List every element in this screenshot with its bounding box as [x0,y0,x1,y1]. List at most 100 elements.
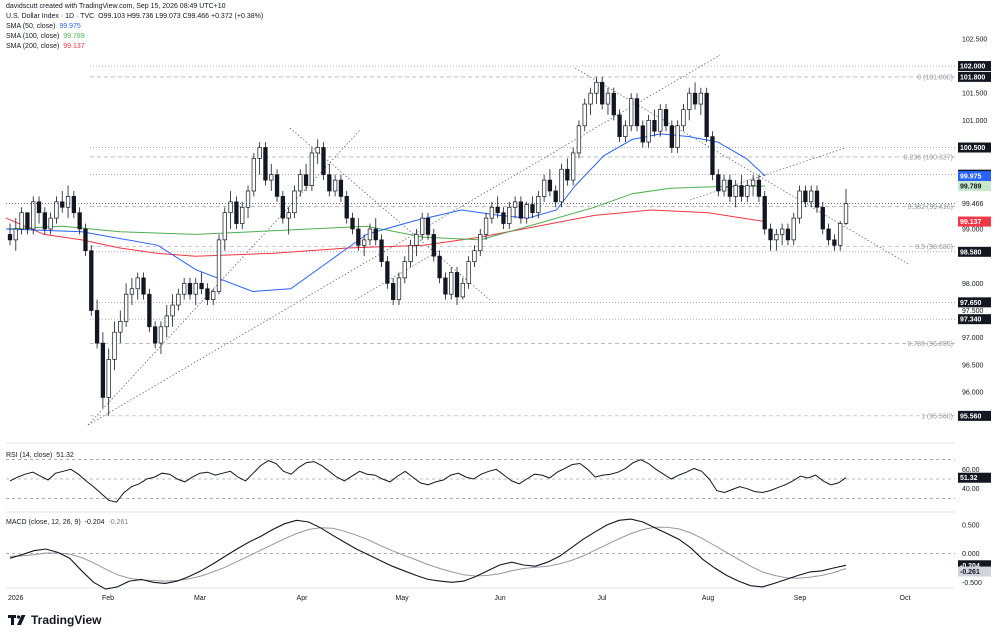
candle-body-42 [251,158,256,192]
candle-body-91 [536,196,541,214]
rsi-last-tag-label: 51.32 [960,475,978,482]
candle-body-16 [100,342,106,398]
candle-body-118 [692,92,698,105]
time-label-2: Mar [194,595,207,602]
candle-body-100 [588,92,593,105]
candle-body-37 [222,212,227,241]
candle-body-88 [518,201,524,219]
candle-body-81 [478,234,483,252]
candle-body-31 [187,282,193,295]
candle-body-27 [164,315,169,328]
candle-body-50 [298,174,303,192]
price-tick-0: 102.500 [962,36,987,43]
macd-label: MACD (close, 12, 26, 9) [6,519,81,526]
candle-body-132 [774,234,779,241]
candle-body-57 [338,179,344,197]
candle-body-83 [489,206,495,219]
price-tag-bg-8 [958,297,991,308]
price-tag-label-10: 95.560 [960,413,982,420]
price-tick-10: 96.000 [962,389,984,396]
candle-body-107 [629,98,634,127]
candle-body-82 [483,217,489,235]
candle-body-9 [60,201,65,208]
candle-body-97 [570,152,576,181]
macd-line [9,518,847,590]
chart-credit: davidscutt created with TradingView.com,… [6,3,226,10]
price-tick-8: 97.000 [962,335,984,342]
price-tick-7: 97.500 [962,308,984,315]
candle-body-104 [611,92,616,116]
candle-body-65 [385,261,390,284]
candle-body-54 [321,147,326,176]
candle-body-141 [826,228,831,241]
macd-legend: MACD (close, 12, 26, 9) -0.204 -0.261 [6,519,130,526]
time-label-3: Apr [297,595,309,602]
candle-body-0 [7,234,13,241]
candle-body-35 [211,291,216,300]
candle-body-49 [292,190,297,214]
trendline-0 [87,129,361,426]
candle-body-101 [594,81,599,94]
fib-label-1: 0.236 (100.327) [904,154,953,161]
candle-body-56 [332,179,338,192]
candle-body-58 [344,196,349,219]
candle-body-140 [820,206,825,230]
candle-body-120 [704,92,709,137]
candle-body-25 [152,326,158,344]
candle-body-93 [547,179,553,192]
macd-tick-1: 0.000 [962,551,980,558]
candle-body-14 [89,250,94,311]
price-tag-label-0: 102.000 [960,64,985,71]
price-tick-6: 98.000 [962,281,984,288]
tradingview-logo[interactable]: TradingView [8,613,101,627]
candle-body-71 [420,217,425,235]
candle-body-122 [716,174,721,192]
candle-body-26 [158,326,164,344]
fib-label-5: 1 (95.560) [921,413,953,420]
candle-body-64 [379,239,384,262]
sma200-label: SMA (200, close) [6,43,60,50]
candle-body-85 [501,212,506,224]
candle-body-116 [681,109,686,127]
candle-body-121 [710,136,715,176]
candle-body-38 [228,201,233,214]
candle-body-29 [176,293,181,306]
candle-body-124 [727,179,733,197]
time-label-0: 2026 [8,595,24,602]
candle-body-53 [315,147,320,154]
candle-body-94 [553,190,558,203]
price-tick-5: 99.000 [962,227,984,234]
candle-body-21 [129,288,135,295]
candle-body-138 [809,190,814,203]
tradingview-logo-icon [8,615,26,625]
candle-body-36 [216,239,222,292]
rsi-tick-1: 40.00 [962,486,980,493]
candle-body-130 [762,196,767,230]
candle-body-43 [257,147,262,159]
candle-body-44 [263,147,268,181]
ohlc-values: O99.103 H99.736 L99.073 C99.466 +0.372 (… [98,13,264,20]
candle-body-72 [425,217,431,235]
candle-body-6 [42,212,47,230]
macd-tick-0: 0.500 [962,522,980,529]
candle-body-34 [205,288,210,300]
sma50-line [5,133,766,293]
rsi-label: RSI (14, close) [6,452,53,459]
candle-body-133 [779,228,785,235]
sma200-value: 99.137 [63,43,85,50]
symbol-name: U.S. Dollar Index · 1D · TVC [6,13,95,20]
candle-body-3 [25,212,30,230]
candle-body-30 [182,282,187,295]
candle-body-59 [350,217,355,230]
sma50-legend: SMA (50, close) 99.975 [6,23,83,30]
candle-body-142 [832,239,837,246]
candle-body-47 [280,196,286,219]
time-label-1: Feb [102,595,114,602]
time-label-5: Jun [494,595,505,602]
macd-signal-tag [958,566,991,577]
candle-body-45 [269,174,274,181]
fib-label-3: 0.5 (98.680) [915,244,953,251]
price-tag-label-2: 100.500 [960,145,985,152]
macd-signal-value: -0.261 [108,519,129,526]
